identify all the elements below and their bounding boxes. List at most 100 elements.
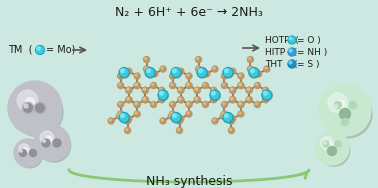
Circle shape xyxy=(223,67,233,77)
Circle shape xyxy=(37,129,71,162)
Circle shape xyxy=(211,91,215,95)
Circle shape xyxy=(119,67,129,77)
Circle shape xyxy=(171,67,181,77)
Circle shape xyxy=(40,131,54,145)
Circle shape xyxy=(246,87,252,93)
Circle shape xyxy=(231,88,233,90)
Circle shape xyxy=(127,88,129,90)
Circle shape xyxy=(194,87,200,93)
Circle shape xyxy=(231,69,233,71)
Circle shape xyxy=(118,73,124,79)
Circle shape xyxy=(318,135,350,166)
Circle shape xyxy=(125,118,130,124)
Circle shape xyxy=(239,102,241,105)
Circle shape xyxy=(170,83,175,89)
Circle shape xyxy=(178,68,184,74)
Circle shape xyxy=(178,87,184,93)
Circle shape xyxy=(238,102,244,108)
Circle shape xyxy=(186,83,192,89)
Text: HITP   (: HITP ( xyxy=(265,48,297,57)
Circle shape xyxy=(194,97,200,103)
Circle shape xyxy=(17,142,43,168)
Circle shape xyxy=(147,69,150,73)
Circle shape xyxy=(254,83,260,89)
Text: = O ): = O ) xyxy=(297,36,321,45)
Circle shape xyxy=(246,87,252,93)
Circle shape xyxy=(231,88,233,90)
Circle shape xyxy=(212,88,214,90)
Circle shape xyxy=(247,88,249,90)
Circle shape xyxy=(257,72,259,74)
Circle shape xyxy=(250,69,254,73)
Circle shape xyxy=(46,136,52,142)
Circle shape xyxy=(135,102,137,105)
Circle shape xyxy=(256,71,262,77)
Circle shape xyxy=(42,139,50,147)
Circle shape xyxy=(118,102,124,108)
Circle shape xyxy=(143,88,146,90)
Circle shape xyxy=(126,68,132,74)
Circle shape xyxy=(143,97,148,103)
Circle shape xyxy=(254,102,260,108)
Circle shape xyxy=(262,90,272,100)
Circle shape xyxy=(179,98,181,100)
Circle shape xyxy=(186,102,192,108)
Circle shape xyxy=(231,98,233,100)
Circle shape xyxy=(204,71,210,77)
Circle shape xyxy=(195,88,197,90)
Circle shape xyxy=(248,58,251,60)
Circle shape xyxy=(159,97,165,103)
Circle shape xyxy=(238,111,244,117)
Circle shape xyxy=(126,87,132,93)
Circle shape xyxy=(8,81,62,135)
Circle shape xyxy=(194,87,200,93)
Circle shape xyxy=(127,88,129,90)
Circle shape xyxy=(210,90,220,101)
Circle shape xyxy=(321,137,334,150)
Circle shape xyxy=(203,102,206,105)
Circle shape xyxy=(247,98,249,100)
Circle shape xyxy=(36,45,45,55)
Circle shape xyxy=(247,88,249,90)
Circle shape xyxy=(238,102,244,108)
Circle shape xyxy=(288,36,296,44)
Circle shape xyxy=(222,111,228,117)
Circle shape xyxy=(118,114,119,116)
Text: THT    (: THT ( xyxy=(265,59,297,68)
Circle shape xyxy=(187,74,189,76)
Circle shape xyxy=(17,90,38,111)
Circle shape xyxy=(121,69,124,73)
Circle shape xyxy=(324,90,372,138)
Circle shape xyxy=(238,83,244,89)
Circle shape xyxy=(248,66,253,72)
Circle shape xyxy=(341,118,349,126)
Circle shape xyxy=(230,97,235,103)
Circle shape xyxy=(160,98,162,100)
Circle shape xyxy=(195,88,197,90)
Circle shape xyxy=(178,97,184,103)
Circle shape xyxy=(203,102,208,108)
Circle shape xyxy=(223,112,233,122)
Circle shape xyxy=(315,131,349,165)
Circle shape xyxy=(161,119,163,121)
Circle shape xyxy=(134,83,140,89)
Circle shape xyxy=(231,98,233,100)
Text: = S ): = S ) xyxy=(297,59,319,68)
Circle shape xyxy=(172,114,176,118)
Circle shape xyxy=(179,88,181,90)
Circle shape xyxy=(126,87,132,93)
Circle shape xyxy=(119,83,121,86)
Circle shape xyxy=(229,119,232,121)
Circle shape xyxy=(223,68,233,78)
Circle shape xyxy=(336,100,344,108)
Circle shape xyxy=(187,102,189,105)
Circle shape xyxy=(288,60,296,68)
Circle shape xyxy=(143,87,148,93)
Circle shape xyxy=(335,105,338,108)
Circle shape xyxy=(170,83,173,86)
Circle shape xyxy=(289,61,292,64)
Circle shape xyxy=(203,83,208,89)
Circle shape xyxy=(119,113,130,123)
Circle shape xyxy=(231,117,233,119)
Circle shape xyxy=(225,69,228,73)
